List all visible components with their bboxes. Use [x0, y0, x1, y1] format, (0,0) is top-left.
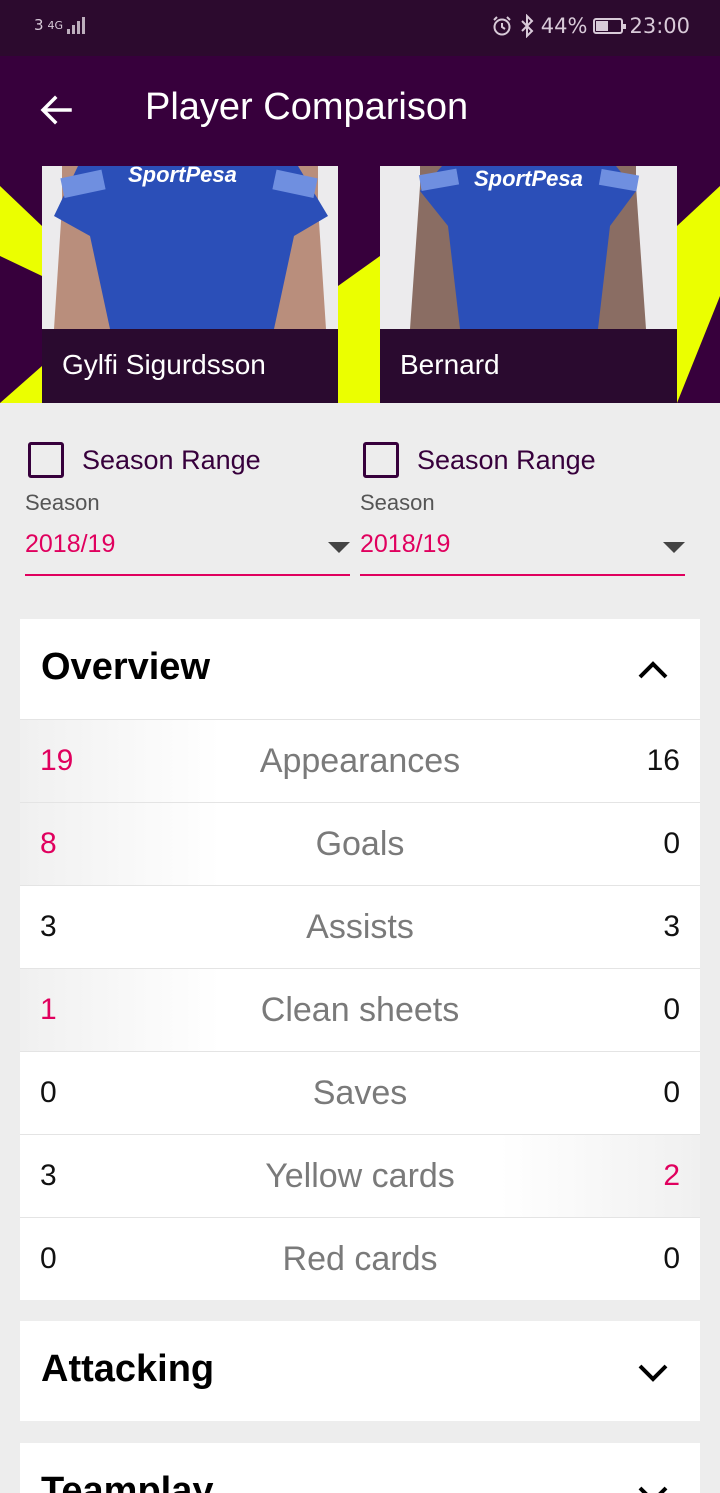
season-range-toggle-left[interactable]: Season Range: [25, 440, 350, 480]
dropdown-caret-icon: [328, 542, 350, 553]
player-hero: Gylfi Sigurdsson Bernard SportPesa Sport…: [0, 166, 720, 403]
stat-right-value: 0: [663, 1076, 680, 1109]
attacking-title: Attacking: [41, 1348, 215, 1390]
player-card-left[interactable]: Gylfi Sigurdsson: [42, 166, 338, 403]
leader-highlight-left: [20, 803, 220, 885]
teamplay-title: Teamplay: [41, 1470, 214, 1493]
attacking-header[interactable]: Attacking: [20, 1321, 700, 1421]
stat-left-value: 0: [40, 1076, 57, 1109]
stat-label: Clean sheets: [260, 991, 460, 1029]
stat-left-value: 3: [40, 910, 57, 943]
teamplay-panel: Teamplay: [20, 1443, 700, 1493]
season-range-toggle-right[interactable]: Season Range: [360, 440, 685, 480]
leader-highlight-left: [20, 720, 220, 802]
network-type-label: 4G: [47, 18, 64, 32]
stat-row: 0 Saves 0: [20, 1051, 700, 1134]
stat-left-value: 3: [40, 1159, 57, 1192]
battery-icon: [593, 18, 627, 34]
stat-right-value: 0: [663, 1242, 680, 1275]
battery-percent: 44%: [540, 14, 588, 38]
season-range-checkbox-right[interactable]: [363, 442, 399, 478]
app-bar: Player Comparison: [0, 56, 720, 166]
season-dropdown-right[interactable]: 2018/19: [360, 530, 685, 576]
stat-row: 1 Clean sheets 0: [20, 968, 700, 1051]
teamplay-header[interactable]: Teamplay: [20, 1443, 700, 1493]
clock: 23:00: [629, 14, 690, 38]
season-value-right: 2018/19: [360, 530, 451, 558]
leader-highlight-right: [500, 1135, 700, 1217]
bluetooth-icon: [521, 14, 534, 38]
stat-right-value: 3: [663, 910, 680, 943]
stat-left-value: 0: [40, 1242, 57, 1275]
stat-label: Goals: [315, 825, 405, 863]
alarm-icon: [493, 16, 511, 36]
status-icons: 44% 23:00: [491, 14, 690, 38]
stat-label: Yellow cards: [265, 1157, 455, 1195]
stat-left-value: 19: [40, 744, 74, 777]
season-caption-right: Season: [360, 490, 435, 515]
chevron-down-icon[interactable]: [636, 1477, 670, 1493]
stat-label: Appearances: [259, 742, 461, 780]
stat-row: 3 Assists 3: [20, 885, 700, 968]
network-label: 3: [34, 16, 44, 34]
status-bar: 3 4G 44% 23:00: [0, 0, 720, 56]
overview-panel: Overview 19 Appearances 16 8 Goals 0 3 Assists 3…: [20, 619, 700, 1300]
season-dropdown-left[interactable]: 2018/19: [25, 530, 350, 576]
stat-right-value: 0: [663, 827, 680, 860]
stat-left-value: 8: [40, 827, 57, 860]
signal-icon: [67, 16, 86, 34]
season-selector-right: Season Range Season 2018/19: [360, 440, 685, 576]
season-range-label-left: Season Range: [82, 444, 261, 475]
stat-row: 3 Yellow cards 2: [20, 1134, 700, 1217]
leader-highlight-left: [20, 969, 220, 1051]
stat-row: 19 Appearances 16: [20, 719, 700, 802]
season-caption-left: Season: [25, 490, 100, 515]
attacking-panel: Attacking: [20, 1321, 700, 1421]
signal-area: 3 4G: [34, 16, 86, 34]
player-name-right: Bernard: [380, 329, 677, 403]
stat-right-value: 16: [646, 744, 680, 777]
season-value-left: 2018/19: [25, 530, 116, 558]
stat-label: Assists: [306, 908, 414, 946]
stat-label: Red cards: [282, 1240, 438, 1278]
chevron-down-icon[interactable]: [636, 1355, 670, 1389]
shirt-sponsor-left: SportPesa: [128, 166, 237, 187]
season-selector-left: Season Range Season 2018/19: [25, 440, 350, 576]
stat-row: 8 Goals 0: [20, 802, 700, 885]
overview-stats: 19 Appearances 16 8 Goals 0 3 Assists 3 1 Clean sh…: [20, 719, 700, 1300]
page-title: Player Comparison: [145, 86, 469, 128]
stat-right-value: 0: [663, 993, 680, 1026]
player-card-right[interactable]: Bernard: [380, 166, 677, 403]
overview-title: Overview: [41, 646, 210, 688]
season-range-label-right: Season Range: [417, 444, 596, 475]
dropdown-caret-icon: [663, 542, 685, 553]
stat-left-value: 1: [40, 993, 57, 1026]
season-range-checkbox-left[interactable]: [28, 442, 64, 478]
stat-row: 0 Red cards 0: [20, 1217, 700, 1300]
player-photo-right: [380, 166, 677, 329]
shirt-sponsor-right: SportPesa: [474, 166, 583, 191]
player-name-left: Gylfi Sigurdsson: [42, 329, 338, 403]
back-arrow-icon[interactable]: [36, 90, 76, 130]
stat-right-value: 2: [663, 1159, 680, 1192]
player-photo-left: [42, 166, 338, 329]
stat-label: Saves: [312, 1074, 408, 1112]
overview-header[interactable]: Overview: [20, 619, 700, 719]
chevron-up-icon[interactable]: [636, 653, 670, 687]
